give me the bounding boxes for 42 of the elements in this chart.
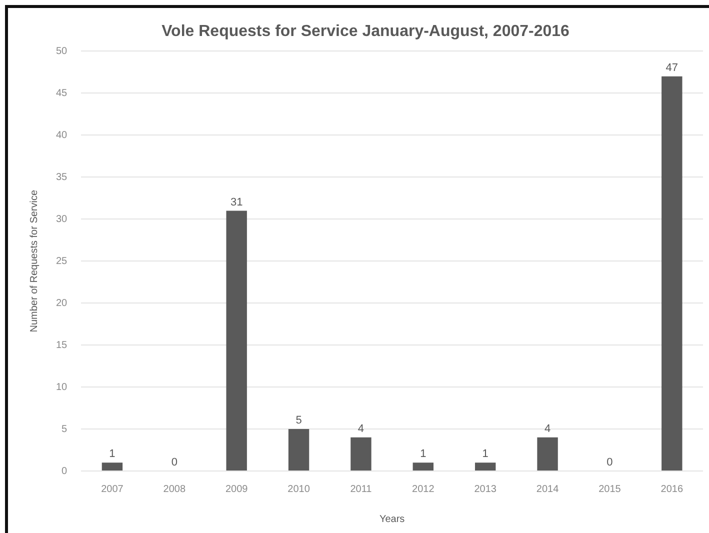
- data-label: 0: [171, 456, 178, 469]
- data-label: 47: [666, 62, 678, 74]
- data-label: 31: [230, 196, 243, 208]
- y-tick-label: 0: [62, 466, 68, 477]
- data-label: 5: [296, 414, 302, 427]
- bar: [288, 429, 310, 470]
- x-tick-label: 2014: [536, 484, 560, 495]
- bar: [350, 437, 372, 470]
- data-label: 4: [544, 422, 551, 435]
- x-tick-label: 2012: [412, 484, 435, 495]
- x-tick-label: 2010: [288, 484, 310, 495]
- x-tick-label: 2011: [350, 484, 372, 495]
- x-tick-label: 2009: [225, 484, 248, 495]
- bar: [662, 76, 682, 470]
- y-tick-label: 30: [56, 214, 68, 225]
- data-label: 4: [358, 422, 364, 435]
- x-tick-label: 2015: [598, 484, 622, 495]
- x-tick-label: 2016: [660, 484, 684, 495]
- x-tick-label: 2008: [163, 484, 186, 495]
- data-label: 1: [420, 448, 426, 460]
- y-tick-label: 50: [56, 46, 68, 57]
- bar: [226, 210, 247, 470]
- y-tick-label: 35: [56, 172, 68, 183]
- y-tick-label: 15: [56, 340, 68, 351]
- bar: [537, 437, 558, 470]
- chart-title: Vole Requests for Service January-August, 2007-2016: [162, 23, 570, 40]
- bar: [412, 462, 434, 470]
- data-label: 1: [482, 448, 488, 460]
- y-tick-label: 20: [56, 298, 68, 309]
- bar: [102, 462, 123, 470]
- y-tick-label: 5: [62, 424, 68, 435]
- data-label: 1: [109, 448, 116, 460]
- y-tick-label: 40: [56, 130, 68, 141]
- x-tick-label: 2013: [474, 484, 497, 495]
- x-axis-title: Years: [379, 514, 405, 525]
- y-tick-label: 25: [56, 256, 68, 267]
- bar: [474, 462, 496, 470]
- y-axis-title: Number of Requests for Service: [28, 190, 40, 332]
- x-tick-label: 2007: [101, 484, 124, 495]
- y-tick-label: 45: [56, 88, 68, 99]
- data-label: 0: [606, 456, 613, 469]
- y-tick-label: 10: [56, 382, 68, 393]
